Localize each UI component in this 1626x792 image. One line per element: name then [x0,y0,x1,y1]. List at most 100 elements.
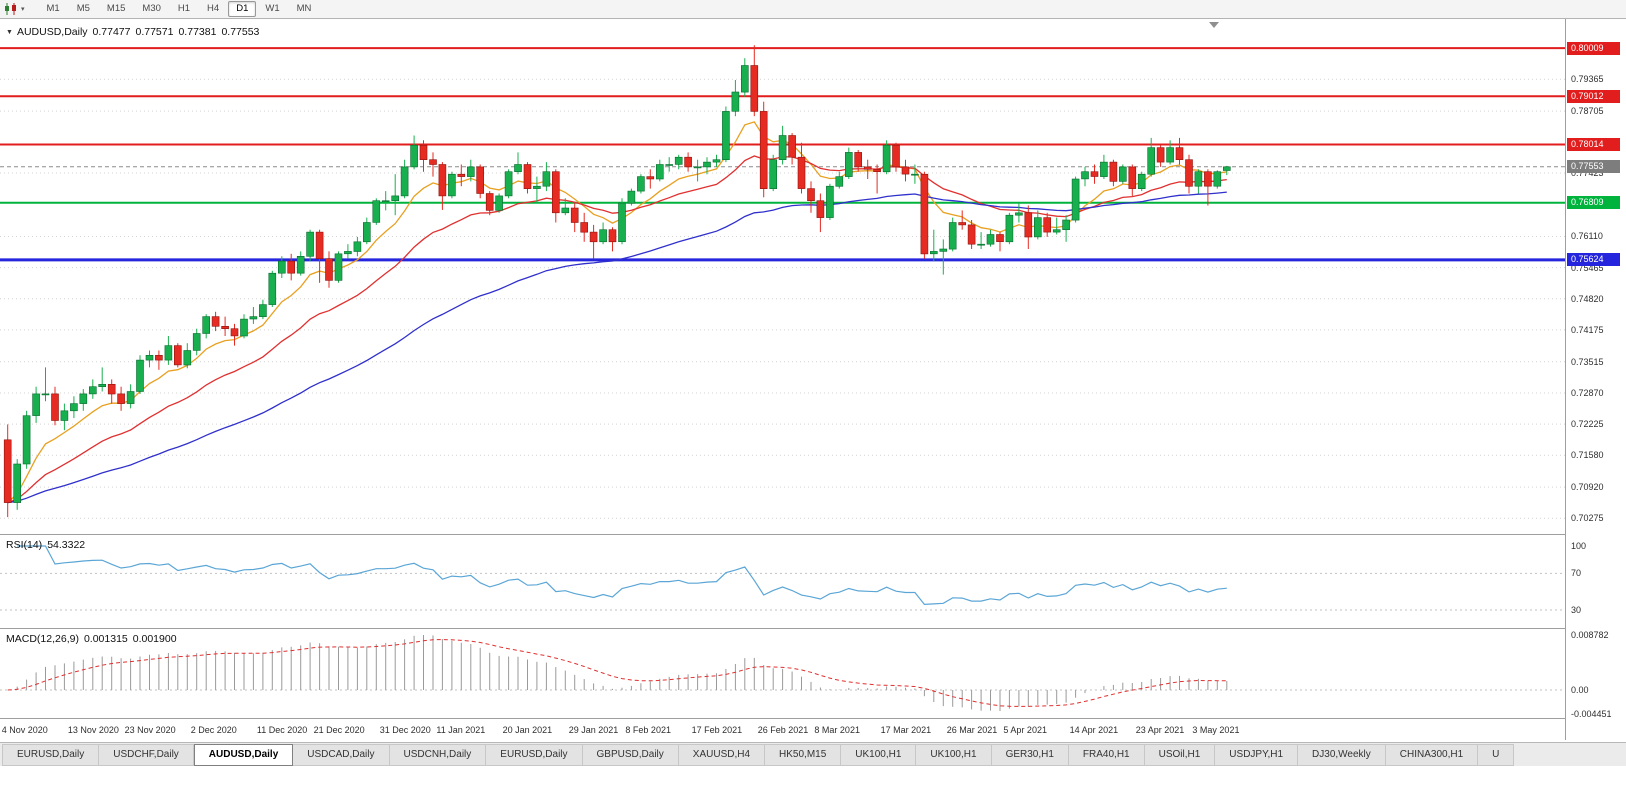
timeframe-button-d1[interactable]: D1 [228,1,257,17]
chart-expand-icon[interactable]: ▼ [6,29,13,36]
top-toolbar: ▾ M1 M5 M15 M30 H1 H4 D1 W1 MN [0,0,1626,19]
price-axis-label: 0.76110 [1571,231,1603,242]
price-axis-label: 0.79365 [1571,74,1604,85]
price-axis[interactable]: 0.793650.787050.774230.761100.754650.748… [1566,19,1626,740]
date-tick-label: 20 Jan 2021 [502,725,553,735]
date-tick-label: 23 Nov 2020 [124,725,176,735]
timeframe-button-m5[interactable]: M5 [76,3,90,14]
chart-tab-dj30-weekly[interactable]: DJ30,Weekly [1298,743,1386,766]
price-axis-label: 0.72225 [1571,419,1604,430]
date-tick-label: 8 Feb 2021 [625,725,671,735]
date-tick-label: 13 Nov 2020 [67,725,119,735]
price-level-badge: 0.78014 [1567,137,1620,151]
date-tick-label: 4 Nov 2020 [1,725,48,735]
date-tick-label: 26 Mar 2021 [946,725,998,735]
price-axis-label: 0.78705 [1571,106,1604,117]
price-axis-label: 0.71580 [1571,450,1604,461]
price-axis-label: 0.74820 [1571,293,1604,304]
date-tick-label: 17 Mar 2021 [880,725,932,735]
timeframe-buttons: M1 M5 M15 M30 H1 H4 D1 W1 MN [39,1,320,17]
chart-tab-usdjpy-h1[interactable]: USDJPY,H1 [1215,743,1299,766]
rsi-indicator-name: RSI(14) [6,539,43,551]
ohlc-open: 0.77477 [92,26,131,38]
price-level-badge: 0.76809 [1567,196,1620,210]
rsi-canvas[interactable] [0,536,1565,628]
ohlc-close: 0.77553 [221,26,260,38]
axis-separator[interactable] [1565,19,1566,740]
chart-tab-fra40-h1[interactable]: FRA40,H1 [1068,743,1145,766]
chart-tab-eurusd-daily[interactable]: EURUSD,Daily [486,743,583,766]
date-tick-label: 5 Apr 2021 [1003,725,1047,735]
ohlc-low: 0.77381 [178,26,217,38]
macd-axis-label: 0.00 [1571,685,1589,695]
macd-axis-label: 0.008782 [1571,630,1609,640]
rsi-axis-label: 30 [1571,605,1582,615]
chart-tab-eurusd-daily[interactable]: EURUSD,Daily [2,743,100,766]
date-tick-label: 17 Feb 2021 [691,725,743,735]
date-tick-label: 26 Feb 2021 [757,725,809,735]
macd-label: MACD(12,26,9) 0.001315 0.001900 [6,633,177,645]
chart-tab-audusd-daily[interactable]: AUDUSD,Daily [193,743,294,766]
date-tick-label: 2 Dec 2020 [190,725,237,735]
price-axis-label: 0.73515 [1571,356,1604,367]
chart-tab-hk50-m15[interactable]: HK50,M15 [765,743,842,766]
symbol-ohlc-label: ▼ AUDUSD,Daily 0.77477 0.77571 0.77381 0.7755… [6,26,259,38]
timeframe-button-m30[interactable]: M30 [142,3,161,14]
chart-tab-ger30-h1[interactable]: GER30,H1 [991,743,1069,766]
date-tick-label: 21 Dec 2020 [313,725,365,735]
chart-tab-u[interactable]: U [1478,743,1515,766]
date-tick-label: 29 Jan 2021 [568,725,619,735]
panel-separator[interactable] [0,534,1626,535]
date-tick-label: 3 May 2021 [1192,725,1240,735]
price-axis-label: 0.74175 [1571,324,1604,335]
panel-separator[interactable] [0,718,1626,719]
chart-tab-uk100-h1[interactable]: UK100,H1 [916,743,992,766]
macd-signal-value: 0.001900 [132,633,177,645]
timeframe-button-h4[interactable]: H4 [207,3,220,14]
date-tick-label: 11 Jan 2021 [436,725,486,735]
timeframe-button-mn[interactable]: MN [296,3,312,14]
main-chart-canvas[interactable] [0,22,1565,534]
date-tick-label: 11 Dec 2020 [256,725,308,735]
date-tick-label: 14 Apr 2021 [1069,725,1119,735]
price-level-badge: 0.77553 [1567,160,1620,174]
price-level-badge: 0.80009 [1567,41,1620,55]
macd-indicator-name: MACD(12,26,9) [6,633,79,645]
timeframe-button-m15[interactable]: M15 [106,3,126,14]
timeframe-button-w1[interactable]: W1 [265,3,280,14]
dropdown-caret-icon[interactable]: ▾ [21,6,25,13]
macd-axis-label: -0.004451 [1571,709,1612,719]
panel-separator[interactable] [0,628,1626,629]
rsi-value: 54.3322 [47,539,86,551]
rsi-axis-label: 70 [1571,568,1582,579]
timeframe-button-h1[interactable]: H1 [177,3,191,14]
price-axis-label: 0.70275 [1571,513,1604,524]
chart-tab-gbpusd-daily[interactable]: GBPUSD,Daily [582,743,679,766]
chart-tab-usdchf-daily[interactable]: USDCHF,Daily [99,743,194,766]
rsi-axis-label: 100 [1571,541,1587,551]
chart-type-icon[interactable] [4,3,18,15]
price-level-badge: 0.79012 [1567,89,1620,103]
date-tick-label: 8 Mar 2021 [814,725,860,735]
ohlc-high: 0.77571 [135,26,174,38]
chart-tab-china300-h1[interactable]: CHINA300,H1 [1385,743,1479,766]
symbol-name: AUDUSD,Daily [16,26,88,38]
date-tick-label: 23 Apr 2021 [1135,725,1185,735]
chart-tab-usdcnh-daily[interactable]: USDCNH,Daily [389,743,487,766]
rsi-label: RSI(14) 54.3322 [6,539,85,551]
date-axis[interactable]: 4 Nov 2020 13 Nov 2020 23 Nov 2020 2 Dec 20… [0,719,1565,740]
chart-tab-usdcad-daily[interactable]: USDCAD,Daily [293,743,390,766]
chart-tab-xauusd-h4[interactable]: XAUUSD,H4 [678,743,766,766]
timeframe-button-m1[interactable]: M1 [46,3,60,14]
chart-tab-uk100-h1[interactable]: UK100,H1 [841,743,917,766]
price-axis-label: 0.75465 [1571,262,1604,273]
chart-tabs: EURUSD,Daily USDCHF,Daily AUDUSD,Daily USDC… [0,742,1626,766]
price-level-badge: 0.75624 [1567,253,1620,267]
chart-shift-marker-icon[interactable] [1209,22,1219,28]
macd-main-value: 0.001315 [83,633,128,645]
macd-canvas[interactable] [0,630,1565,718]
price-axis-label: 0.72870 [1571,387,1604,398]
chart-tab-usoil-h1[interactable]: USOil,H1 [1144,743,1216,766]
date-tick-label: 31 Dec 2020 [379,725,431,735]
price-axis-label: 0.70920 [1571,482,1604,493]
